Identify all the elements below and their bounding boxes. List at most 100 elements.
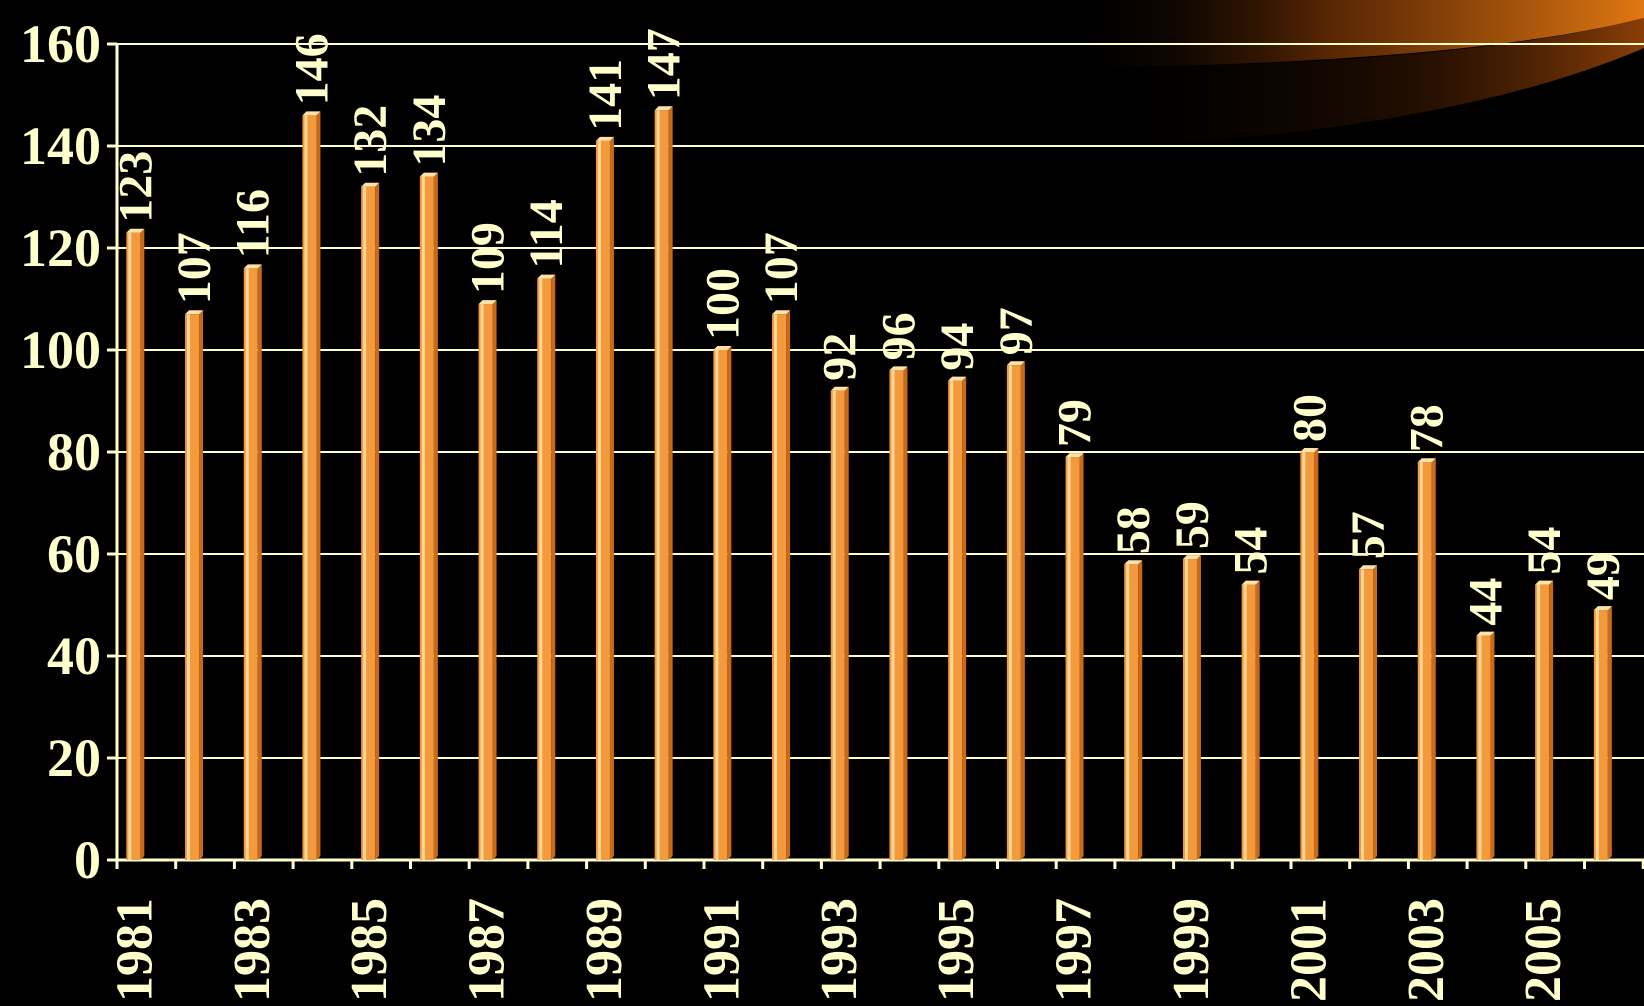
bar-1991: [713, 346, 732, 860]
bar-1999: [1182, 555, 1201, 860]
bar-2006: [1593, 606, 1612, 860]
bar-side: [1255, 580, 1260, 860]
data-label: 44: [1459, 578, 1512, 626]
y-tick-label: 60: [47, 524, 101, 584]
bar-top: [302, 111, 321, 116]
data-label: 97: [990, 307, 1043, 355]
bars: [126, 106, 1612, 861]
bar-1985: [361, 182, 380, 861]
bar-1996: [1006, 361, 1025, 860]
data-label: 109: [462, 222, 515, 294]
background-swoosh-decoration: [1060, 0, 1644, 146]
data-label: 141: [579, 59, 632, 131]
bar-side: [316, 111, 321, 860]
data-label: 147: [638, 28, 691, 100]
bar-top: [1006, 361, 1025, 366]
data-label: 78: [1401, 404, 1454, 452]
x-tick-label: 2005: [1515, 898, 1572, 1002]
bar-highlight: [1361, 569, 1365, 860]
bar-top: [361, 182, 380, 187]
bar-highlight: [715, 350, 719, 860]
bar-side: [492, 300, 497, 861]
bar-side: [1373, 565, 1378, 860]
data-label: 79: [1049, 399, 1102, 447]
bar-side: [1431, 458, 1436, 860]
data-label: 96: [872, 312, 925, 360]
bar-top: [1300, 448, 1319, 452]
bar-top: [772, 310, 791, 315]
bar-highlight: [539, 278, 543, 861]
bar-1992: [772, 310, 791, 860]
bar-top: [713, 346, 732, 350]
data-label: 54: [1225, 527, 1278, 575]
bar-top: [185, 310, 204, 315]
x-axis-tick-labels: 1981 1983 1985 1987 1989 1991 1993 1995 1997 1999…: [106, 898, 1572, 1002]
bar-top: [1476, 631, 1495, 636]
bar-1983: [243, 264, 262, 860]
bar-top: [419, 172, 438, 177]
bar-2005: [1535, 580, 1554, 860]
y-tick-label: 0: [74, 830, 101, 890]
bar-1998: [1124, 560, 1143, 860]
data-label: 107: [755, 232, 808, 304]
bar-highlight: [421, 176, 425, 861]
bar-1997: [1065, 453, 1084, 860]
bar-top: [1124, 560, 1143, 565]
bar-side: [727, 346, 732, 860]
bar-top: [1182, 555, 1201, 560]
bar-1994: [889, 366, 908, 860]
data-label: 100: [696, 268, 749, 340]
x-tick-label: 2001: [1280, 898, 1337, 1002]
bar-side: [1607, 606, 1612, 860]
data-label: 58: [1107, 506, 1160, 554]
bar-2004: [1476, 631, 1495, 860]
bar-top: [1065, 453, 1084, 458]
bar-top: [126, 228, 145, 233]
y-tick-label: 140: [20, 116, 101, 176]
bar-side: [140, 228, 145, 860]
bar-highlight: [187, 314, 191, 860]
bar-side: [1549, 580, 1554, 860]
bar-side: [375, 182, 380, 861]
bar-side: [1138, 560, 1143, 860]
bar-1995: [948, 376, 967, 860]
bar-top: [1535, 580, 1554, 585]
bar-side: [1196, 555, 1201, 860]
y-tick-label: 20: [47, 728, 101, 788]
y-tick-label: 160: [20, 14, 101, 74]
bar-highlight: [1478, 635, 1482, 860]
data-label: 123: [109, 151, 162, 223]
bar-2001: [1300, 448, 1319, 860]
bar-highlight: [1126, 564, 1130, 860]
bar-highlight: [891, 370, 895, 860]
bar-highlight: [656, 110, 660, 861]
data-label: 59: [1166, 501, 1219, 549]
bar-1986: [419, 172, 438, 861]
bar-side: [1079, 453, 1084, 860]
y-tick-label: 120: [20, 218, 101, 278]
bar-top: [478, 300, 497, 305]
bar-top: [1417, 458, 1436, 463]
bar-top: [1593, 606, 1612, 611]
x-tick-label: 1997: [1046, 898, 1103, 1002]
bar-highlight: [480, 304, 484, 861]
bar-side: [433, 172, 438, 861]
bar-1988: [537, 274, 556, 861]
bar-top: [243, 264, 262, 269]
bar-1982: [185, 310, 204, 860]
bar-highlight: [597, 140, 601, 860]
bar-highlight: [1595, 610, 1599, 860]
bar-highlight: [832, 390, 836, 860]
bar-top: [537, 274, 556, 279]
data-label: 132: [344, 105, 397, 177]
bar-highlight: [1302, 452, 1306, 860]
axes: [107, 42, 1644, 869]
bar-highlight: [1243, 584, 1247, 860]
data-label: 94: [931, 323, 984, 371]
bar-1990: [654, 106, 673, 861]
bar-side: [668, 106, 673, 861]
bar-1984: [302, 111, 321, 860]
x-tick-label: 1987: [459, 898, 516, 1002]
